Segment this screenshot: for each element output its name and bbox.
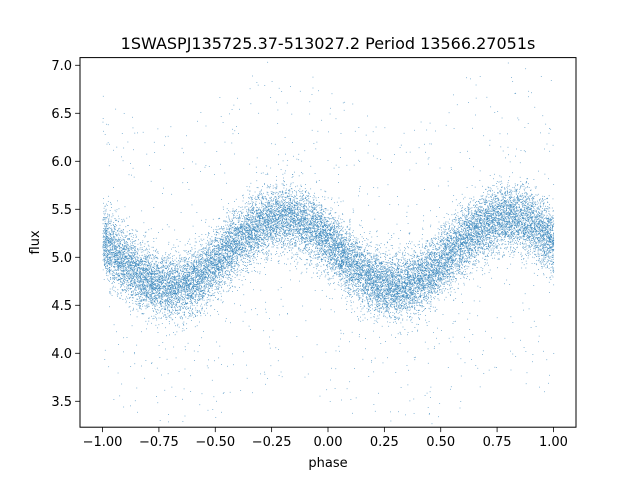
x-tick-label: 0.75: [483, 435, 512, 450]
y-tick-label: 7.0: [51, 59, 72, 74]
x-tick-label: −0.75: [139, 435, 179, 450]
y-tick-label: 5.0: [51, 251, 72, 266]
x-tick-label: −1.00: [83, 435, 123, 450]
x-axis: −1.00 −0.75 −0.50 −0.25 0.00 0.25 0.50 0.75 1.00: [83, 427, 568, 450]
y-tick-label: 4.5: [51, 299, 72, 314]
y-tick-label: 5.5: [51, 203, 72, 218]
x-tick-label: 0.25: [370, 435, 399, 450]
x-tick-label: −0.25: [252, 435, 292, 450]
x-axis-label: phase: [308, 456, 347, 471]
scatter-points: [102, 61, 555, 425]
x-tick-label: 0.00: [314, 435, 343, 450]
x-tick-label: 1.00: [539, 435, 568, 450]
x-tick-label: 0.50: [426, 435, 455, 450]
y-tick-label: 6.5: [51, 107, 72, 122]
y-tick-label: 4.0: [51, 347, 72, 362]
x-tick-label: −0.50: [195, 435, 235, 450]
y-tick-label: 6.0: [51, 155, 72, 170]
y-tick-label: 3.5: [51, 395, 72, 410]
y-axis-label: flux: [28, 230, 43, 254]
plot-frame: [79, 57, 577, 428]
y-axis: 3.5 4.0 4.5 5.0 5.5 6.0 6.5 7.0: [51, 59, 80, 410]
data-points: [102, 61, 555, 425]
chart-title: 1SWASPJ135725.37-513027.2 Period 13566.2…: [121, 34, 536, 53]
